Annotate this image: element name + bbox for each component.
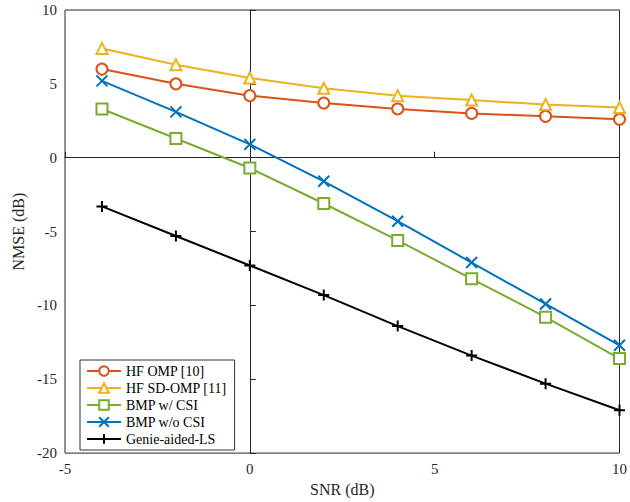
svg-text:0: 0 <box>246 461 254 477</box>
svg-text:-5: -5 <box>45 224 58 240</box>
svg-text:-15: -15 <box>37 371 57 387</box>
svg-text:10: 10 <box>42 2 57 18</box>
svg-text:5: 5 <box>50 76 58 92</box>
svg-text:-20: -20 <box>37 445 57 461</box>
svg-text:5: 5 <box>431 461 439 477</box>
svg-text:BMP w/o CSI: BMP w/o CSI <box>126 415 205 430</box>
svg-text:-10: -10 <box>37 297 57 313</box>
svg-text:NMSE (dB): NMSE (dB) <box>10 193 28 271</box>
svg-text:HF OMP [10]: HF OMP [10] <box>126 364 204 379</box>
svg-text:SNR (dB): SNR (dB) <box>310 481 374 499</box>
svg-text:HF SD-OMP [11]: HF SD-OMP [11] <box>126 381 226 396</box>
svg-text:BMP w/ CSI: BMP w/ CSI <box>126 398 198 413</box>
svg-text:Genie-aided-LS: Genie-aided-LS <box>126 432 215 447</box>
svg-text:10: 10 <box>612 461 627 477</box>
svg-text:0: 0 <box>50 150 58 166</box>
svg-text:-5: -5 <box>59 461 72 477</box>
